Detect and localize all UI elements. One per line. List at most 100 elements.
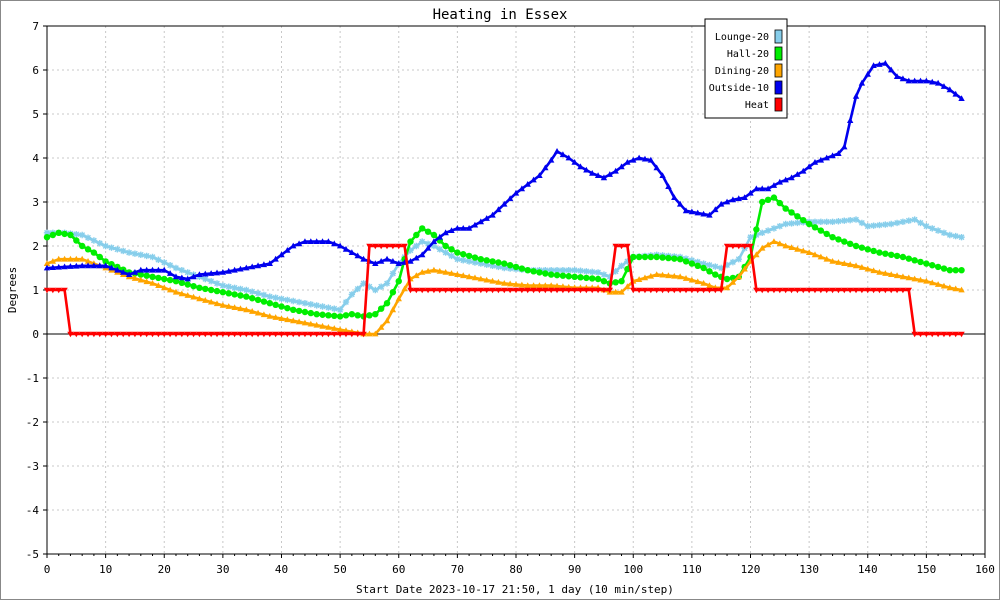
data-point	[536, 172, 543, 178]
data-point	[929, 331, 936, 338]
data-point	[759, 229, 766, 236]
data-point	[325, 331, 332, 338]
data-point	[882, 270, 889, 276]
data-point	[882, 221, 889, 228]
data-point	[125, 271, 133, 277]
chart-title: Heating in Essex	[433, 7, 568, 23]
data-point	[536, 282, 543, 288]
data-point	[946, 331, 954, 338]
x-tick-label: 30	[216, 563, 229, 576]
data-point	[688, 257, 696, 264]
data-point	[911, 331, 918, 338]
data-point	[225, 290, 232, 297]
data-point	[243, 286, 250, 294]
data-point	[389, 270, 397, 277]
y-tick-label: 4	[32, 152, 39, 165]
data-point	[905, 274, 912, 281]
data-point	[565, 287, 572, 294]
legend-label: Outside-10	[709, 83, 769, 94]
data-point	[272, 301, 279, 309]
data-point	[237, 331, 244, 338]
data-point	[372, 243, 379, 250]
x-tick-label: 160	[975, 563, 995, 576]
y-tick-label: -3	[26, 460, 39, 473]
data-point	[489, 258, 496, 265]
data-point	[735, 273, 742, 280]
data-point	[723, 284, 731, 291]
data-point	[284, 331, 291, 338]
data-point	[530, 287, 537, 294]
data-point	[290, 331, 297, 338]
data-point	[735, 195, 742, 202]
data-point	[260, 331, 268, 338]
data-point	[671, 194, 678, 200]
data-point	[471, 221, 479, 228]
data-point	[336, 242, 344, 249]
data-point	[583, 268, 590, 275]
data-point	[272, 294, 279, 301]
data-point	[764, 287, 772, 294]
data-point	[929, 225, 936, 232]
data-point	[266, 260, 273, 266]
data-point	[237, 265, 244, 272]
data-point	[876, 249, 883, 256]
series-dining-20	[43, 238, 965, 337]
data-point	[207, 298, 215, 305]
data-point	[454, 256, 461, 263]
data-point	[172, 264, 180, 272]
data-point	[266, 313, 273, 319]
data-point	[805, 163, 813, 170]
data-point	[413, 254, 420, 261]
data-point	[442, 287, 449, 294]
data-point	[331, 240, 338, 247]
data-point	[700, 210, 707, 217]
data-point	[559, 283, 567, 290]
data-point	[759, 244, 766, 251]
data-point	[606, 287, 613, 294]
data-point	[547, 271, 555, 278]
data-point	[354, 285, 361, 293]
data-point	[536, 287, 543, 294]
data-point	[372, 330, 379, 337]
data-point	[577, 163, 584, 170]
data-point	[477, 218, 485, 225]
data-point	[377, 243, 385, 250]
data-point	[155, 274, 162, 282]
data-point	[301, 319, 309, 326]
data-point	[307, 320, 315, 327]
data-point	[518, 287, 526, 294]
data-point	[73, 255, 80, 262]
data-point	[78, 255, 86, 262]
data-point	[143, 272, 150, 279]
data-point	[460, 251, 467, 258]
data-point	[483, 261, 490, 268]
data-point	[893, 252, 901, 260]
data-point	[717, 287, 725, 294]
data-point	[284, 316, 291, 323]
data-point	[149, 280, 156, 286]
data-point	[864, 265, 871, 272]
data-point	[805, 249, 813, 255]
y-tick-label: 6	[32, 64, 39, 77]
data-point	[571, 267, 578, 274]
data-point	[565, 267, 572, 274]
data-point	[547, 282, 555, 288]
data-point	[940, 229, 948, 236]
data-point	[723, 261, 731, 269]
data-point	[706, 211, 713, 218]
data-point	[946, 231, 954, 239]
data-point	[172, 331, 180, 338]
data-point	[665, 254, 672, 262]
data-point	[923, 331, 930, 338]
data-point	[594, 275, 602, 283]
data-point	[389, 306, 397, 313]
data-point	[190, 273, 197, 280]
data-point	[143, 331, 150, 338]
data-point	[84, 331, 92, 338]
data-point	[665, 287, 672, 294]
data-point	[688, 208, 696, 215]
data-point	[553, 148, 561, 154]
data-point	[260, 298, 268, 305]
data-point	[946, 267, 954, 274]
